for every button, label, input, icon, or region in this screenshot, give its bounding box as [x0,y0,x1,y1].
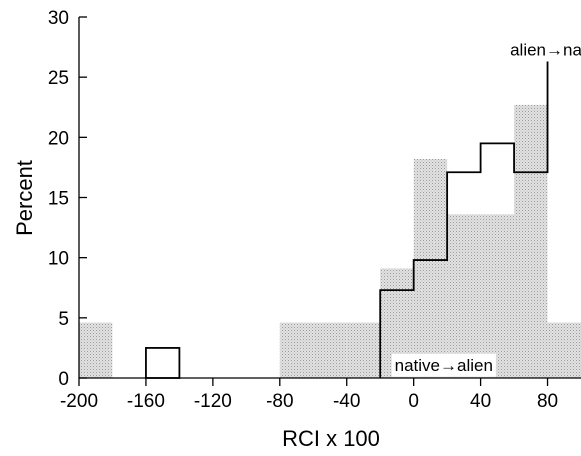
x-tick-label-0: 0 [408,391,419,412]
x-axis-title: RCI x 100 [282,426,380,451]
shaded-bar-6 [447,214,481,378]
shaded-bar-7 [480,214,515,378]
y-tick-label-25: 25 [48,68,69,89]
shaded-bar-5 [413,158,448,378]
annotation-label-1: native→alien [395,356,493,375]
y-tick-label-0: 0 [58,369,69,390]
shaded-bar-0 [79,322,113,378]
annotation-label-0: alien→native [510,40,581,59]
annotation-background-1 [391,353,496,377]
shaded-bar-2 [313,322,347,378]
annotations: alien→native native→alien [391,38,581,377]
x-tick-label-40: 40 [470,391,491,412]
axes: 0 5 10 15 20 25 30 -200 -160 -120 -80 -40 0 40 80 [48,8,581,412]
y-tick-label-5: 5 [58,309,69,330]
x-tick-label--200: -200 [60,391,98,412]
y-tick-label-30: 30 [48,8,69,29]
y-axis-title: Percent [12,160,37,236]
outline-step-line-1 [379,54,581,378]
annotation-background-0 [507,38,581,62]
shaded-bar-3 [346,322,381,378]
x-tick-label--40: -40 [333,391,360,412]
y-tick-label-15: 15 [48,189,69,210]
x-tick-label-80: 80 [537,391,558,412]
y-tick-label-20: 20 [48,128,69,149]
shaded-bar-1 [279,322,314,378]
outline-series [145,54,581,379]
y-tick-label-10: 10 [48,249,69,270]
x-tick-label--120: -120 [194,391,232,412]
shaded-bar-8 [514,104,548,379]
x-tick-label--160: -160 [127,391,165,412]
shaded-series [79,104,581,379]
shaded-bar-9 [547,322,581,378]
outline-bar-0 [145,347,181,379]
x-tick-label--80: -80 [266,391,293,412]
